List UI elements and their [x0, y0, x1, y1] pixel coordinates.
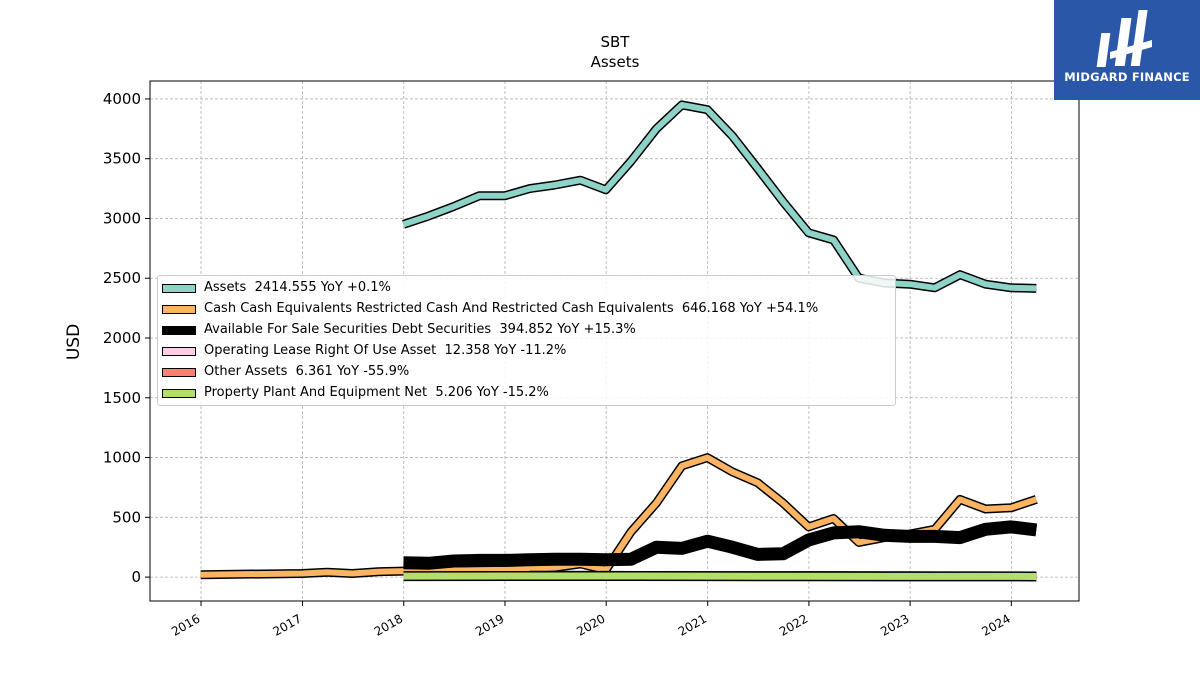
x-tick-label: 2022 — [777, 611, 810, 638]
y-tick-label: 3500 — [103, 150, 141, 168]
y-tick-label: 1000 — [103, 449, 141, 467]
x-tick-label: 2024 — [979, 611, 1012, 638]
chart-subtitle: Assets — [591, 53, 640, 71]
y-tick-label: 2000 — [103, 329, 141, 347]
legend-item: Available For Sale Securities Debt Secur… — [158, 321, 895, 341]
legend-label: Property Plant And Equipment Net 5.206 Y… — [204, 385, 549, 400]
series-line-assets — [402, 101, 1037, 292]
plot-frame — [149, 80, 1080, 602]
y-tick-label: 2500 — [103, 269, 141, 287]
legend-label: Assets 2414.555 YoY +0.1% — [204, 280, 391, 295]
y-axis-label: USD — [64, 324, 84, 360]
y-tick-label: 1500 — [103, 389, 141, 407]
legend: Assets 2414.555 YoY +0.1% Cash Cash Equiv… — [157, 275, 896, 406]
legend-swatch — [162, 326, 196, 335]
legend-label: Cash Cash Equivalents Restricted Cash An… — [204, 301, 819, 316]
legend-swatch — [162, 368, 196, 377]
y-tick-label: 500 — [112, 508, 141, 526]
legend-item: Cash Cash Equivalents Restricted Cash An… — [158, 300, 895, 320]
legend-item: Property Plant And Equipment Net 5.206 Y… — [158, 384, 895, 404]
legend-swatch — [162, 389, 196, 398]
x-tick-label: 2018 — [372, 611, 405, 638]
y-tick-label: 3000 — [103, 209, 141, 227]
x-tick-label: 2021 — [676, 611, 709, 638]
series-line-property-plant-and-equipment-net — [403, 572, 1037, 580]
x-tick-label: 2019 — [473, 611, 506, 638]
legend-swatch — [162, 305, 196, 314]
legend-label: Other Assets 6.361 YoY -55.9% — [204, 364, 410, 379]
y-tick-label: 0 — [131, 568, 141, 586]
series-layer — [200, 100, 1038, 582]
x-tick-label: 2020 — [574, 611, 607, 638]
legend-label: Available For Sale Securities Debt Secur… — [204, 322, 636, 337]
legend-swatch — [162, 284, 196, 293]
legend-item: Operating Lease Right Of Use Asset 12.35… — [158, 342, 895, 362]
legend-swatch — [162, 347, 196, 356]
legend-label: Operating Lease Right Of Use Asset 12.35… — [204, 343, 567, 358]
x-tick-label: 2016 — [169, 611, 202, 638]
legend-item: Other Assets 6.361 YoY -55.9% — [158, 363, 895, 383]
logo-mark-icon — [1096, 10, 1152, 67]
series-line-available-for-sale-securities-debt-securities — [403, 521, 1037, 569]
chart-title: SBT — [601, 33, 631, 51]
y-tick-label: 4000 — [103, 90, 141, 108]
logo-text: MIDGARD FINANCE — [1064, 70, 1190, 84]
x-tick-label: 2023 — [878, 611, 911, 638]
x-tick-label: 2017 — [271, 611, 304, 638]
legend-item: Assets 2414.555 YoY +0.1% — [158, 279, 895, 299]
midgard-finance-logo: MIDGARD FINANCE — [1054, 0, 1200, 100]
